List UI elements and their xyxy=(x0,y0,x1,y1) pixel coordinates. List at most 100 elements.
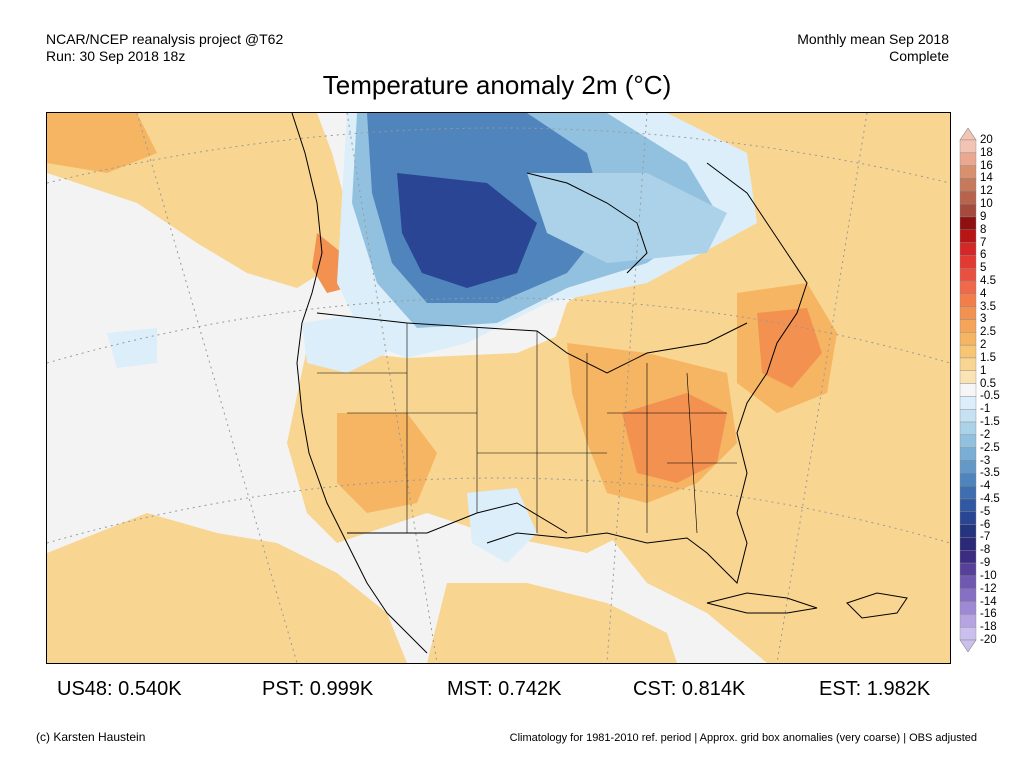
colorbar-tick-label: 2.5 xyxy=(980,326,996,339)
colorbar-swatch xyxy=(959,255,977,269)
colorbar-swatch xyxy=(959,139,977,154)
colorbar-swatch xyxy=(959,601,977,615)
colorbar-swatch xyxy=(959,306,977,320)
colorbar-tick-label: 16 xyxy=(980,159,993,172)
warm-southwest xyxy=(337,413,437,513)
warm-pacific-south xyxy=(47,513,407,663)
cuba-outline xyxy=(706,592,818,614)
coastlines xyxy=(291,113,808,654)
colorbar-tick-label: -6 xyxy=(980,518,991,531)
colorbar-tick-label: -1 xyxy=(980,403,991,416)
pacific-coast xyxy=(291,113,428,654)
colorbar-swatch xyxy=(959,178,977,192)
colorbar-tick-label: 10 xyxy=(980,198,993,211)
footnote: Climatology for 1981-2010 ref. period | … xyxy=(509,732,977,744)
colorbar-swatch xyxy=(959,421,977,436)
colorbar-swatch xyxy=(959,370,977,384)
colorbar-swatch xyxy=(959,165,977,179)
stat-mst: MST: 0.742K xyxy=(447,678,562,700)
colorbar-swatch xyxy=(959,229,977,243)
colorbar-swatch xyxy=(959,409,977,423)
stat-cst: CST: 0.814K xyxy=(633,678,746,700)
colorbar-swatch xyxy=(959,447,977,461)
cool-hudson-bay xyxy=(527,173,727,263)
colorbar-tick-label: -3.5 xyxy=(980,467,1000,480)
cool-mexico xyxy=(467,488,537,563)
map-canvas xyxy=(47,113,950,663)
colorbar-tick-label: -2.5 xyxy=(980,441,1000,454)
colorbar-tick-label: -20 xyxy=(980,634,997,646)
stat-us48: US48: 0.540K xyxy=(57,678,182,700)
colorbar-tick-label: -0.5 xyxy=(980,390,1000,403)
colorbar-tick-label: 4.5 xyxy=(980,275,996,288)
colorbar-swatch xyxy=(959,434,977,448)
cool-northwest xyxy=(302,313,387,373)
caribbean-islands xyxy=(706,592,908,619)
hispaniola-outline xyxy=(846,592,908,619)
colorbar-tick-label: -2 xyxy=(980,428,991,441)
colorbar-tick-label: -4.5 xyxy=(980,492,1000,505)
colorbar-swatch xyxy=(959,511,977,525)
colorbar-swatch xyxy=(959,614,977,628)
anomaly-map xyxy=(46,112,951,664)
graticule xyxy=(47,113,950,663)
colorbar-tick-label: 12 xyxy=(980,185,993,198)
colorbar-tick-label: -5 xyxy=(980,505,991,518)
colorbar-swatch xyxy=(959,216,977,230)
colorbar-swatch xyxy=(959,575,977,589)
colorbar-tick-label: -10 xyxy=(980,569,997,582)
colorbar-tick-label: 1 xyxy=(980,364,987,377)
header-left: NCAR/NCEP reanalysis project @T62 Run: 3… xyxy=(46,31,283,65)
colorbar-swatch xyxy=(959,626,977,641)
colorbar-tick-label: 2 xyxy=(980,339,987,352)
colorbar-swatch xyxy=(959,537,977,551)
colorbar: 20 18 16 14 12 10 9 8 7 6 5 4.5 4 3.5 3 2.5 2 1.5 1 0.5 -0.5… xyxy=(958,128,1018,652)
cool-anomaly-shading xyxy=(107,113,757,563)
colorbar-swatch xyxy=(959,396,977,410)
colorbar-tick-label: 20 xyxy=(980,134,993,146)
gulf-coast xyxy=(486,512,748,584)
colorbar-tick-label: 3.5 xyxy=(980,300,996,313)
stat-est: EST: 1.982K xyxy=(819,678,931,700)
colorbar-tick-label: -12 xyxy=(980,582,997,595)
colorbar-tick-label: 0.5 xyxy=(980,377,996,390)
status-label: Complete xyxy=(889,48,949,64)
colorbar-tick-label: -8 xyxy=(980,544,991,557)
run-time: Run: 30 Sep 2018 18z xyxy=(46,48,186,64)
hudson-bay-coast xyxy=(526,172,648,274)
warm-atlantic-strong xyxy=(757,308,822,388)
colorbar-swatch xyxy=(959,562,977,577)
warm-caribbean xyxy=(427,583,677,663)
colorbar-tick-label: 1.5 xyxy=(980,351,996,364)
state-borders xyxy=(317,323,737,534)
colorbar-tick-label: 18 xyxy=(980,146,993,159)
colorbar-swatch xyxy=(959,319,977,333)
stat-pst: PST: 0.999K xyxy=(262,678,374,700)
colorbar-swatch xyxy=(959,280,977,295)
colorbar-swatch xyxy=(959,191,977,205)
colorbar-tick-label: -1.5 xyxy=(980,416,1000,429)
colorbar-swatch xyxy=(959,588,977,602)
map-title: Temperature anomaly 2m (°C) xyxy=(322,70,672,100)
colorbar-tick-label: 7 xyxy=(980,236,987,249)
warm-anomaly-shading xyxy=(47,113,950,663)
copyright: (c) Karsten Haustein xyxy=(36,730,146,744)
header-right: Monthly mean Sep 2018 Complete xyxy=(797,31,949,65)
colorbar-tick-label: -9 xyxy=(980,557,991,570)
colorbar-swatch xyxy=(959,357,977,371)
cool-canada-core xyxy=(397,173,537,288)
colorbar-tick-label: -4 xyxy=(980,480,991,493)
colorbar-tick-label: 14 xyxy=(980,172,993,185)
atlantic-coast xyxy=(706,162,808,514)
colorbar-swatch xyxy=(959,152,977,166)
colorbar-swatch xyxy=(959,550,977,564)
colorbar-swatch xyxy=(959,344,977,359)
period-label: Monthly mean Sep 2018 xyxy=(797,31,949,47)
warm-southeast-strong xyxy=(622,393,727,483)
colorbar-tick-label: 4 xyxy=(980,287,987,300)
colorbar-tick-label: -7 xyxy=(980,531,991,544)
colorbar-swatches xyxy=(959,128,977,652)
model-name: NCAR/NCEP reanalysis project @T62 xyxy=(46,31,284,47)
colorbar-swatch xyxy=(959,460,977,474)
colorbar-swatch xyxy=(959,498,977,512)
